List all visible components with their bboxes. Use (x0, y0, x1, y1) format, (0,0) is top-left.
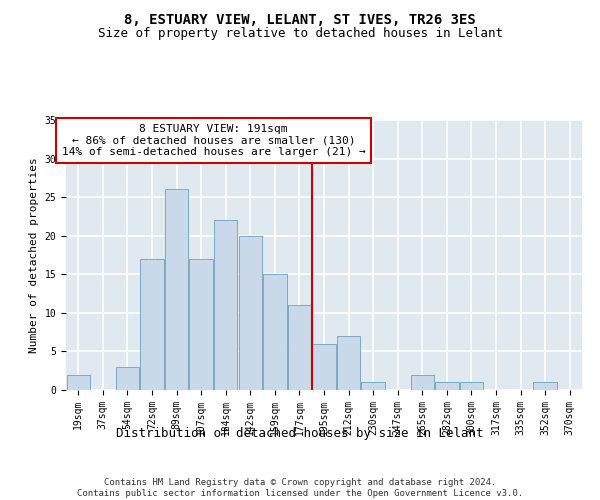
Text: 8, ESTUARY VIEW, LELANT, ST IVES, TR26 3ES: 8, ESTUARY VIEW, LELANT, ST IVES, TR26 3… (124, 12, 476, 26)
Bar (214, 220, 238, 390)
Text: Distribution of detached houses by size in Lelant: Distribution of detached houses by size … (116, 428, 484, 440)
Bar (239, 236, 262, 390)
Y-axis label: Number of detached properties: Number of detached properties (29, 157, 39, 353)
Bar (410, 374, 434, 390)
Bar (190, 259, 213, 390)
Text: Size of property relative to detached houses in Lelant: Size of property relative to detached ho… (97, 28, 503, 40)
Bar (533, 382, 557, 390)
Bar (361, 382, 385, 390)
Bar (263, 274, 287, 390)
Text: Contains HM Land Registry data © Crown copyright and database right 2024.
Contai: Contains HM Land Registry data © Crown c… (77, 478, 523, 498)
Text: 8 ESTUARY VIEW: 191sqm
← 86% of detached houses are smaller (130)
14% of semi-de: 8 ESTUARY VIEW: 191sqm ← 86% of detached… (62, 124, 365, 157)
Bar (288, 305, 311, 390)
Bar (435, 382, 458, 390)
Bar (165, 190, 188, 390)
Bar (116, 367, 139, 390)
Bar (460, 382, 483, 390)
Bar (337, 336, 360, 390)
Bar (67, 374, 90, 390)
Bar (313, 344, 335, 390)
Bar (140, 259, 164, 390)
